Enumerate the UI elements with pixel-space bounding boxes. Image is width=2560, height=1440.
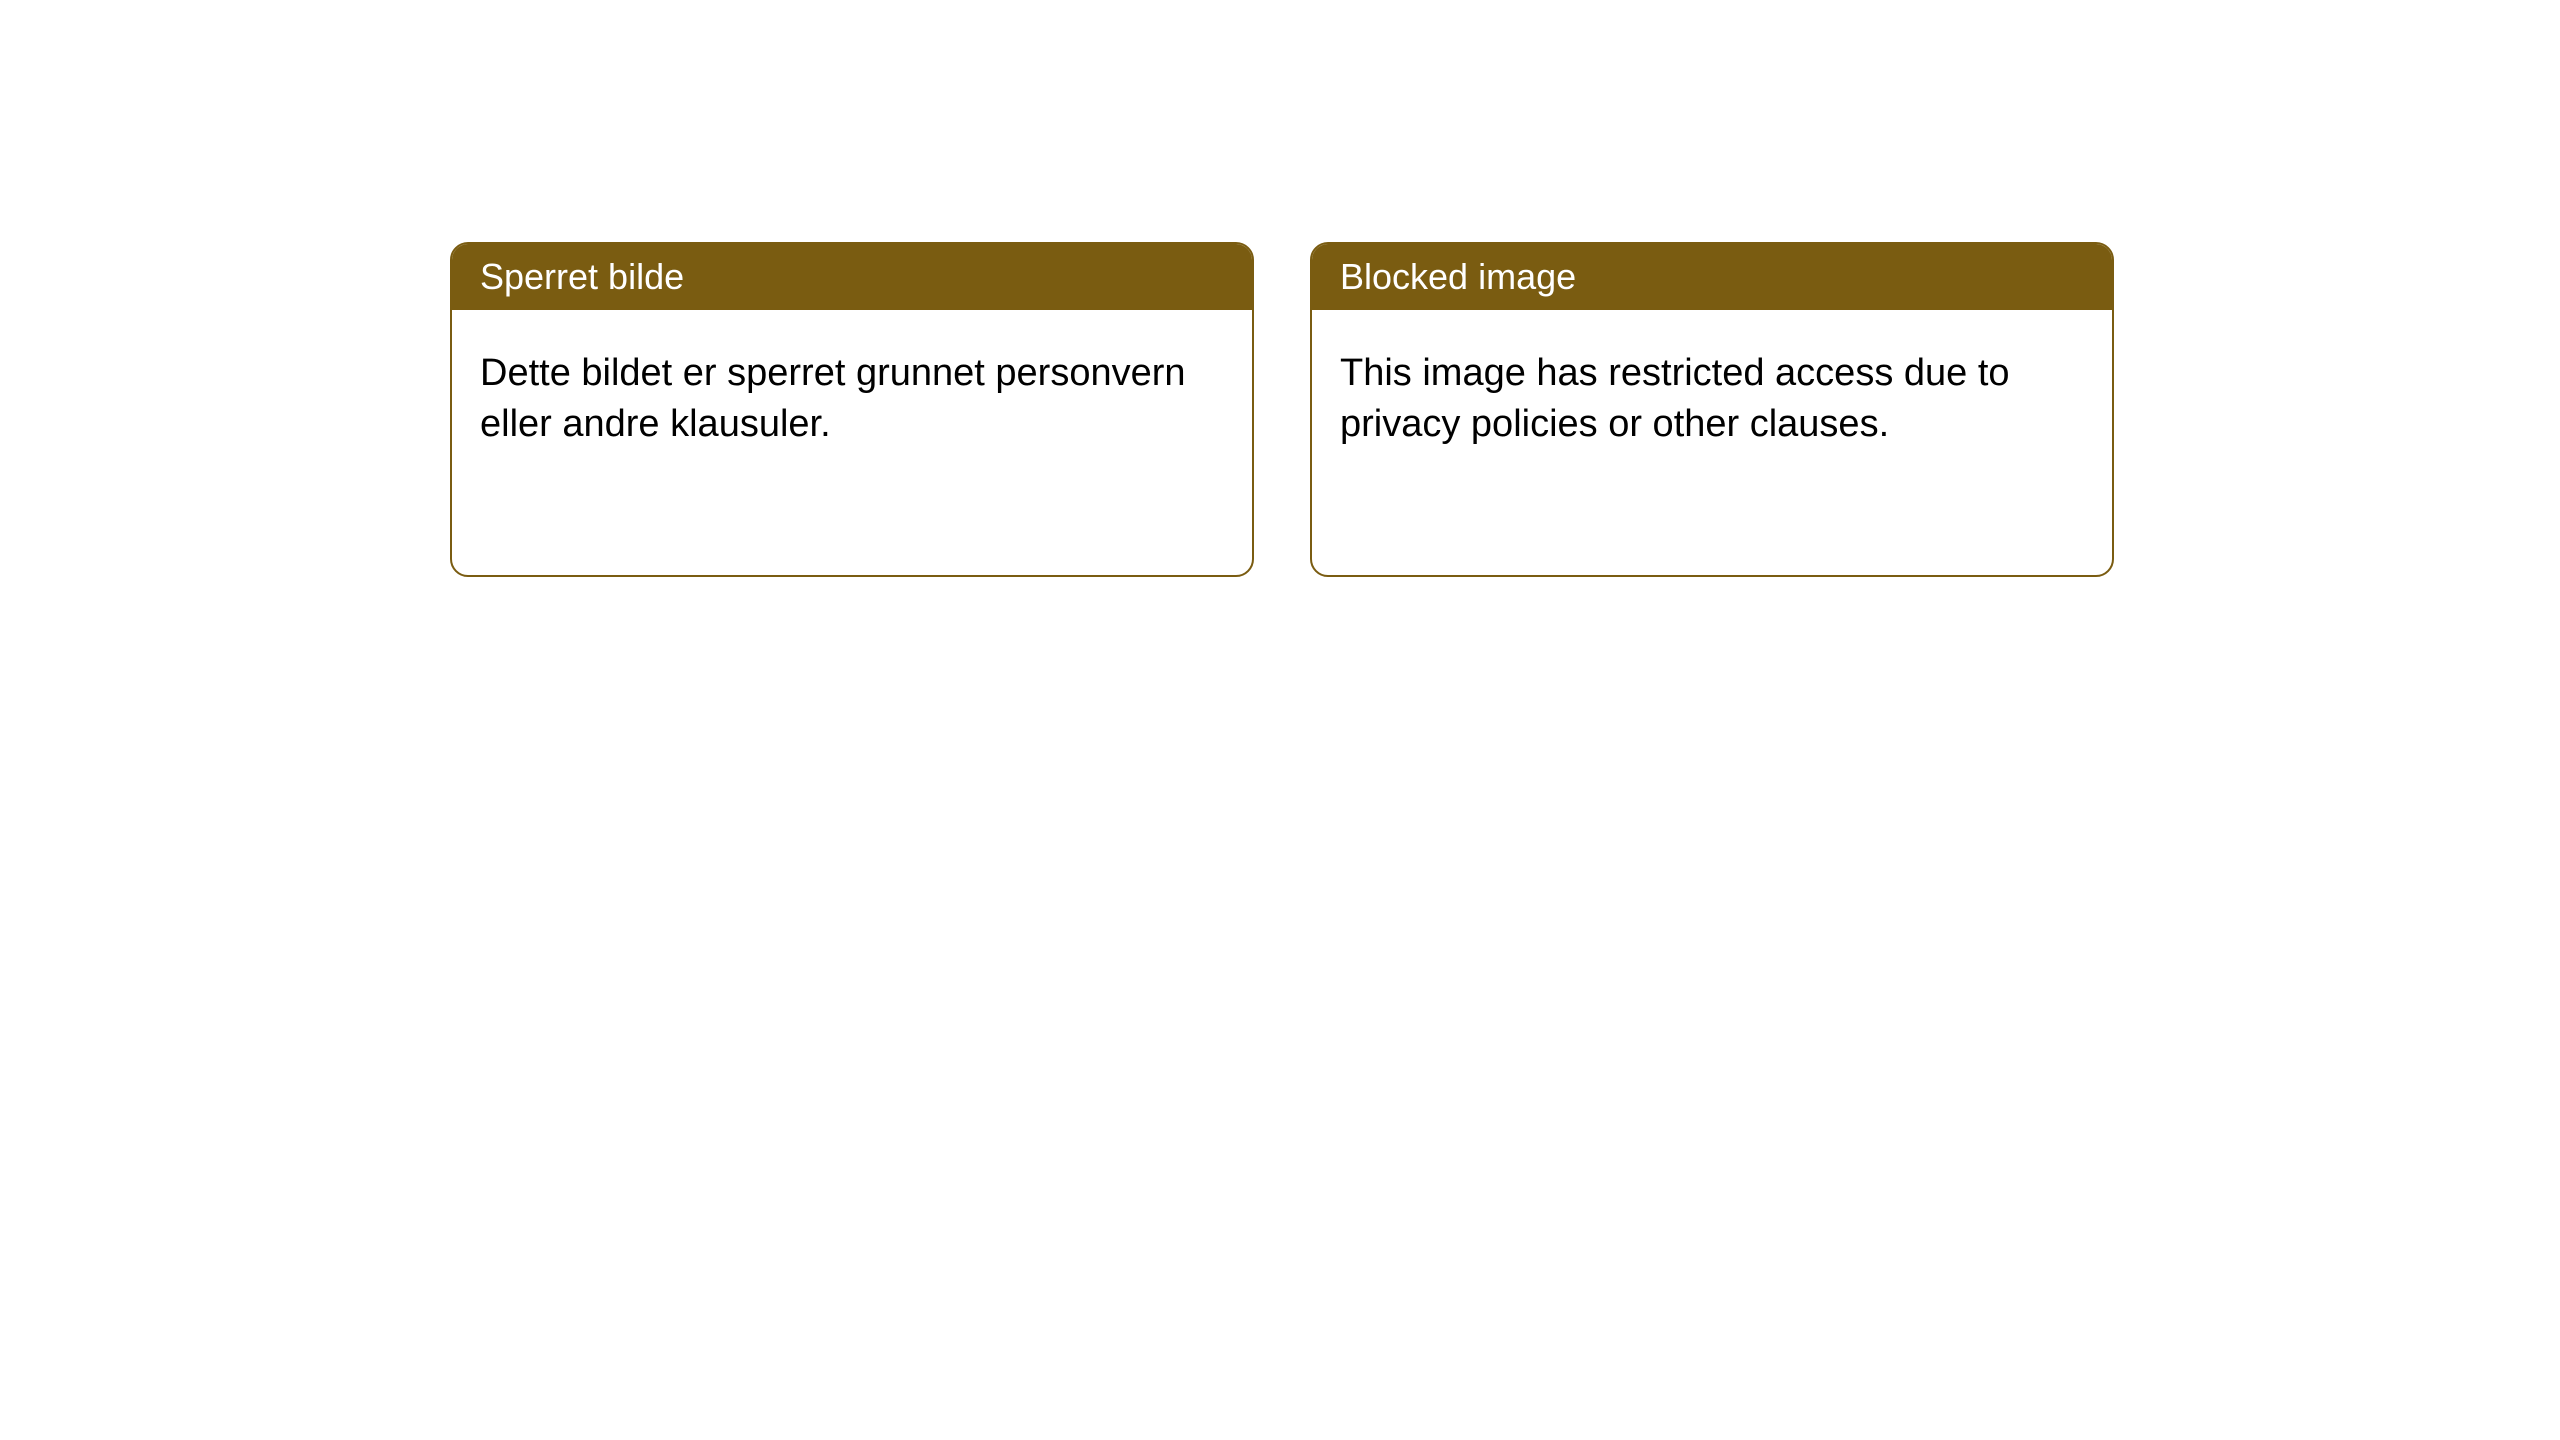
card-body-text: Dette bildet er sperret grunnet personve… xyxy=(480,352,1186,445)
card-body-text: This image has restricted access due to … xyxy=(1340,352,2010,445)
card-header: Blocked image xyxy=(1312,244,2112,310)
card-body: Dette bildet er sperret grunnet personve… xyxy=(452,310,1252,575)
card-header: Sperret bilde xyxy=(452,244,1252,310)
notice-card-norwegian: Sperret bilde Dette bildet er sperret gr… xyxy=(450,242,1254,577)
card-title: Sperret bilde xyxy=(480,256,684,297)
notice-cards-container: Sperret bilde Dette bildet er sperret gr… xyxy=(450,242,2114,577)
card-title: Blocked image xyxy=(1340,256,1576,297)
notice-card-english: Blocked image This image has restricted … xyxy=(1310,242,2114,577)
card-body: This image has restricted access due to … xyxy=(1312,310,2112,575)
